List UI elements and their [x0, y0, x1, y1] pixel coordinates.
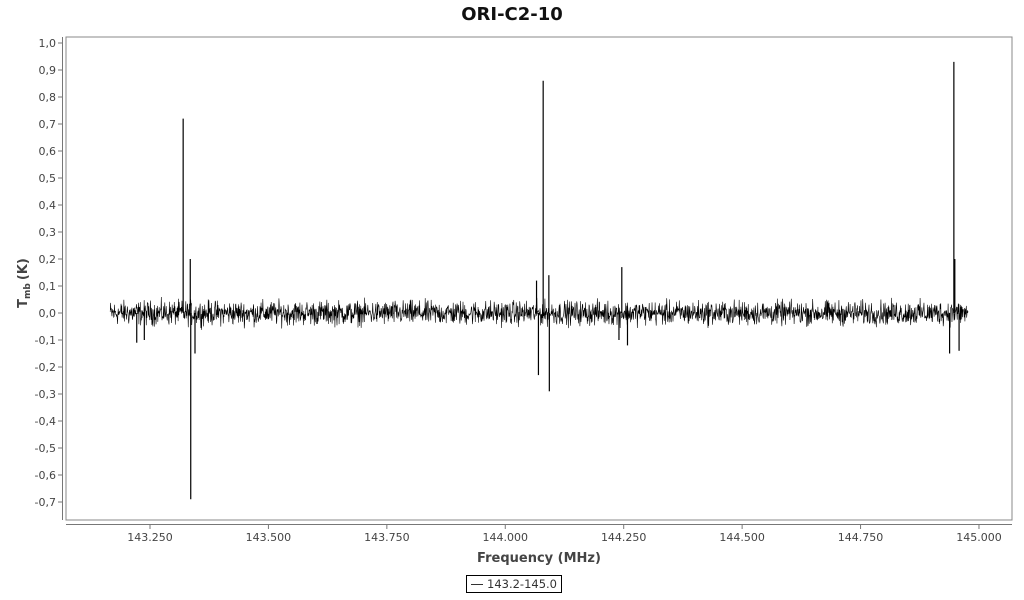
- y-tick-label: 0,6: [39, 145, 57, 158]
- y-tick-label: 0,4: [39, 199, 57, 212]
- y-tick-label: 0,1: [39, 280, 57, 293]
- legend: 143.2-145.0: [466, 575, 562, 593]
- y-tick-label: -0,4: [35, 415, 56, 428]
- chart-title: ORI-C2-10: [461, 4, 563, 25]
- x-tick-label: 144.250: [601, 531, 647, 544]
- x-tick-label: 143.250: [127, 531, 173, 544]
- x-tick-label: 144.750: [838, 531, 884, 544]
- x-axis-label: Frequency (MHz): [477, 551, 601, 566]
- y-tick-label: -0,3: [35, 388, 56, 401]
- legend-label: 143.2-145.0: [487, 577, 557, 591]
- x-tick-label: 144.000: [483, 531, 529, 544]
- y-tick-label: 0,9: [39, 64, 57, 77]
- x-tick-label: 143.500: [246, 531, 292, 544]
- series-line: [109, 297, 969, 330]
- y-tick-label: -0,1: [35, 334, 56, 347]
- x-tick-label: 145.000: [956, 531, 1002, 544]
- plot-frame: [65, 36, 1013, 521]
- y-axis-label: Tmb(K): [16, 258, 33, 308]
- y-tick-label: 1,0: [39, 37, 57, 50]
- y-tick-label: 0,0: [39, 307, 57, 320]
- y-tick-label: -0,7: [35, 496, 56, 509]
- y-tick-label: 0,8: [39, 91, 57, 104]
- y-tick-label: 0,5: [39, 172, 57, 185]
- y-tick-label: 0,7: [39, 118, 57, 131]
- y-tick-label: 0,2: [39, 253, 57, 266]
- y-tick-label: -0,2: [35, 361, 56, 374]
- y-tick-label: 0,3: [39, 226, 57, 239]
- y-tick-label: -0,5: [35, 442, 56, 455]
- x-tick-label: 143.750: [364, 531, 410, 544]
- x-tick-label: 144.500: [719, 531, 765, 544]
- legend-swatch: [471, 583, 483, 585]
- y-tick-label: -0,6: [35, 469, 56, 482]
